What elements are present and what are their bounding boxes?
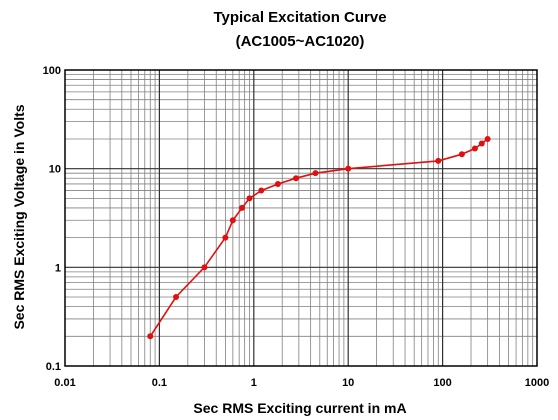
x-tick-label: 0.1: [152, 377, 167, 389]
y-tick-label: 1: [55, 262, 61, 274]
x-axis-label: Sec RMS Exciting current in mA: [193, 400, 406, 416]
y-axis-label: Sec RMS Exciting Voltage in Volts: [11, 104, 27, 329]
data-point: [345, 165, 352, 172]
chart-title: Typical Excitation Curve: [213, 9, 386, 26]
data-point: [147, 333, 154, 340]
data-point: [239, 204, 246, 211]
data-point: [258, 187, 265, 194]
data-point: [471, 145, 478, 152]
data-point: [484, 135, 491, 142]
y-tick-labels: 0.1 1 10 100: [43, 65, 61, 373]
y-tick-label: 10: [49, 164, 61, 176]
x-tick-label: 100: [433, 377, 451, 389]
chart-subtitle: (AC1005~AC1020): [236, 33, 365, 50]
y-tick-label: 100: [43, 65, 61, 77]
data-point: [274, 180, 281, 187]
x-tick-label: 10: [342, 377, 354, 389]
x-tick-label: 1: [251, 377, 257, 389]
minor-gridlines: [65, 70, 537, 366]
series-layer: [147, 135, 491, 340]
data-point: [293, 175, 300, 182]
y-tick-label: 0.1: [46, 361, 61, 373]
data-point: [458, 151, 465, 158]
data-point: [173, 294, 180, 301]
x-tick-label: 0.01: [54, 377, 75, 389]
plot-frame: [64, 69, 538, 367]
data-point: [222, 234, 229, 241]
data-point: [201, 264, 208, 271]
data-point: [229, 217, 236, 224]
data-point: [435, 157, 442, 164]
data-point: [312, 170, 319, 177]
data-point: [478, 140, 485, 147]
data-point: [246, 195, 253, 202]
x-tick-label: 1000: [525, 377, 549, 389]
major-gridlines: [65, 70, 537, 366]
x-tick-labels: 0.01 0.1 1 10 100 1000: [54, 377, 549, 389]
